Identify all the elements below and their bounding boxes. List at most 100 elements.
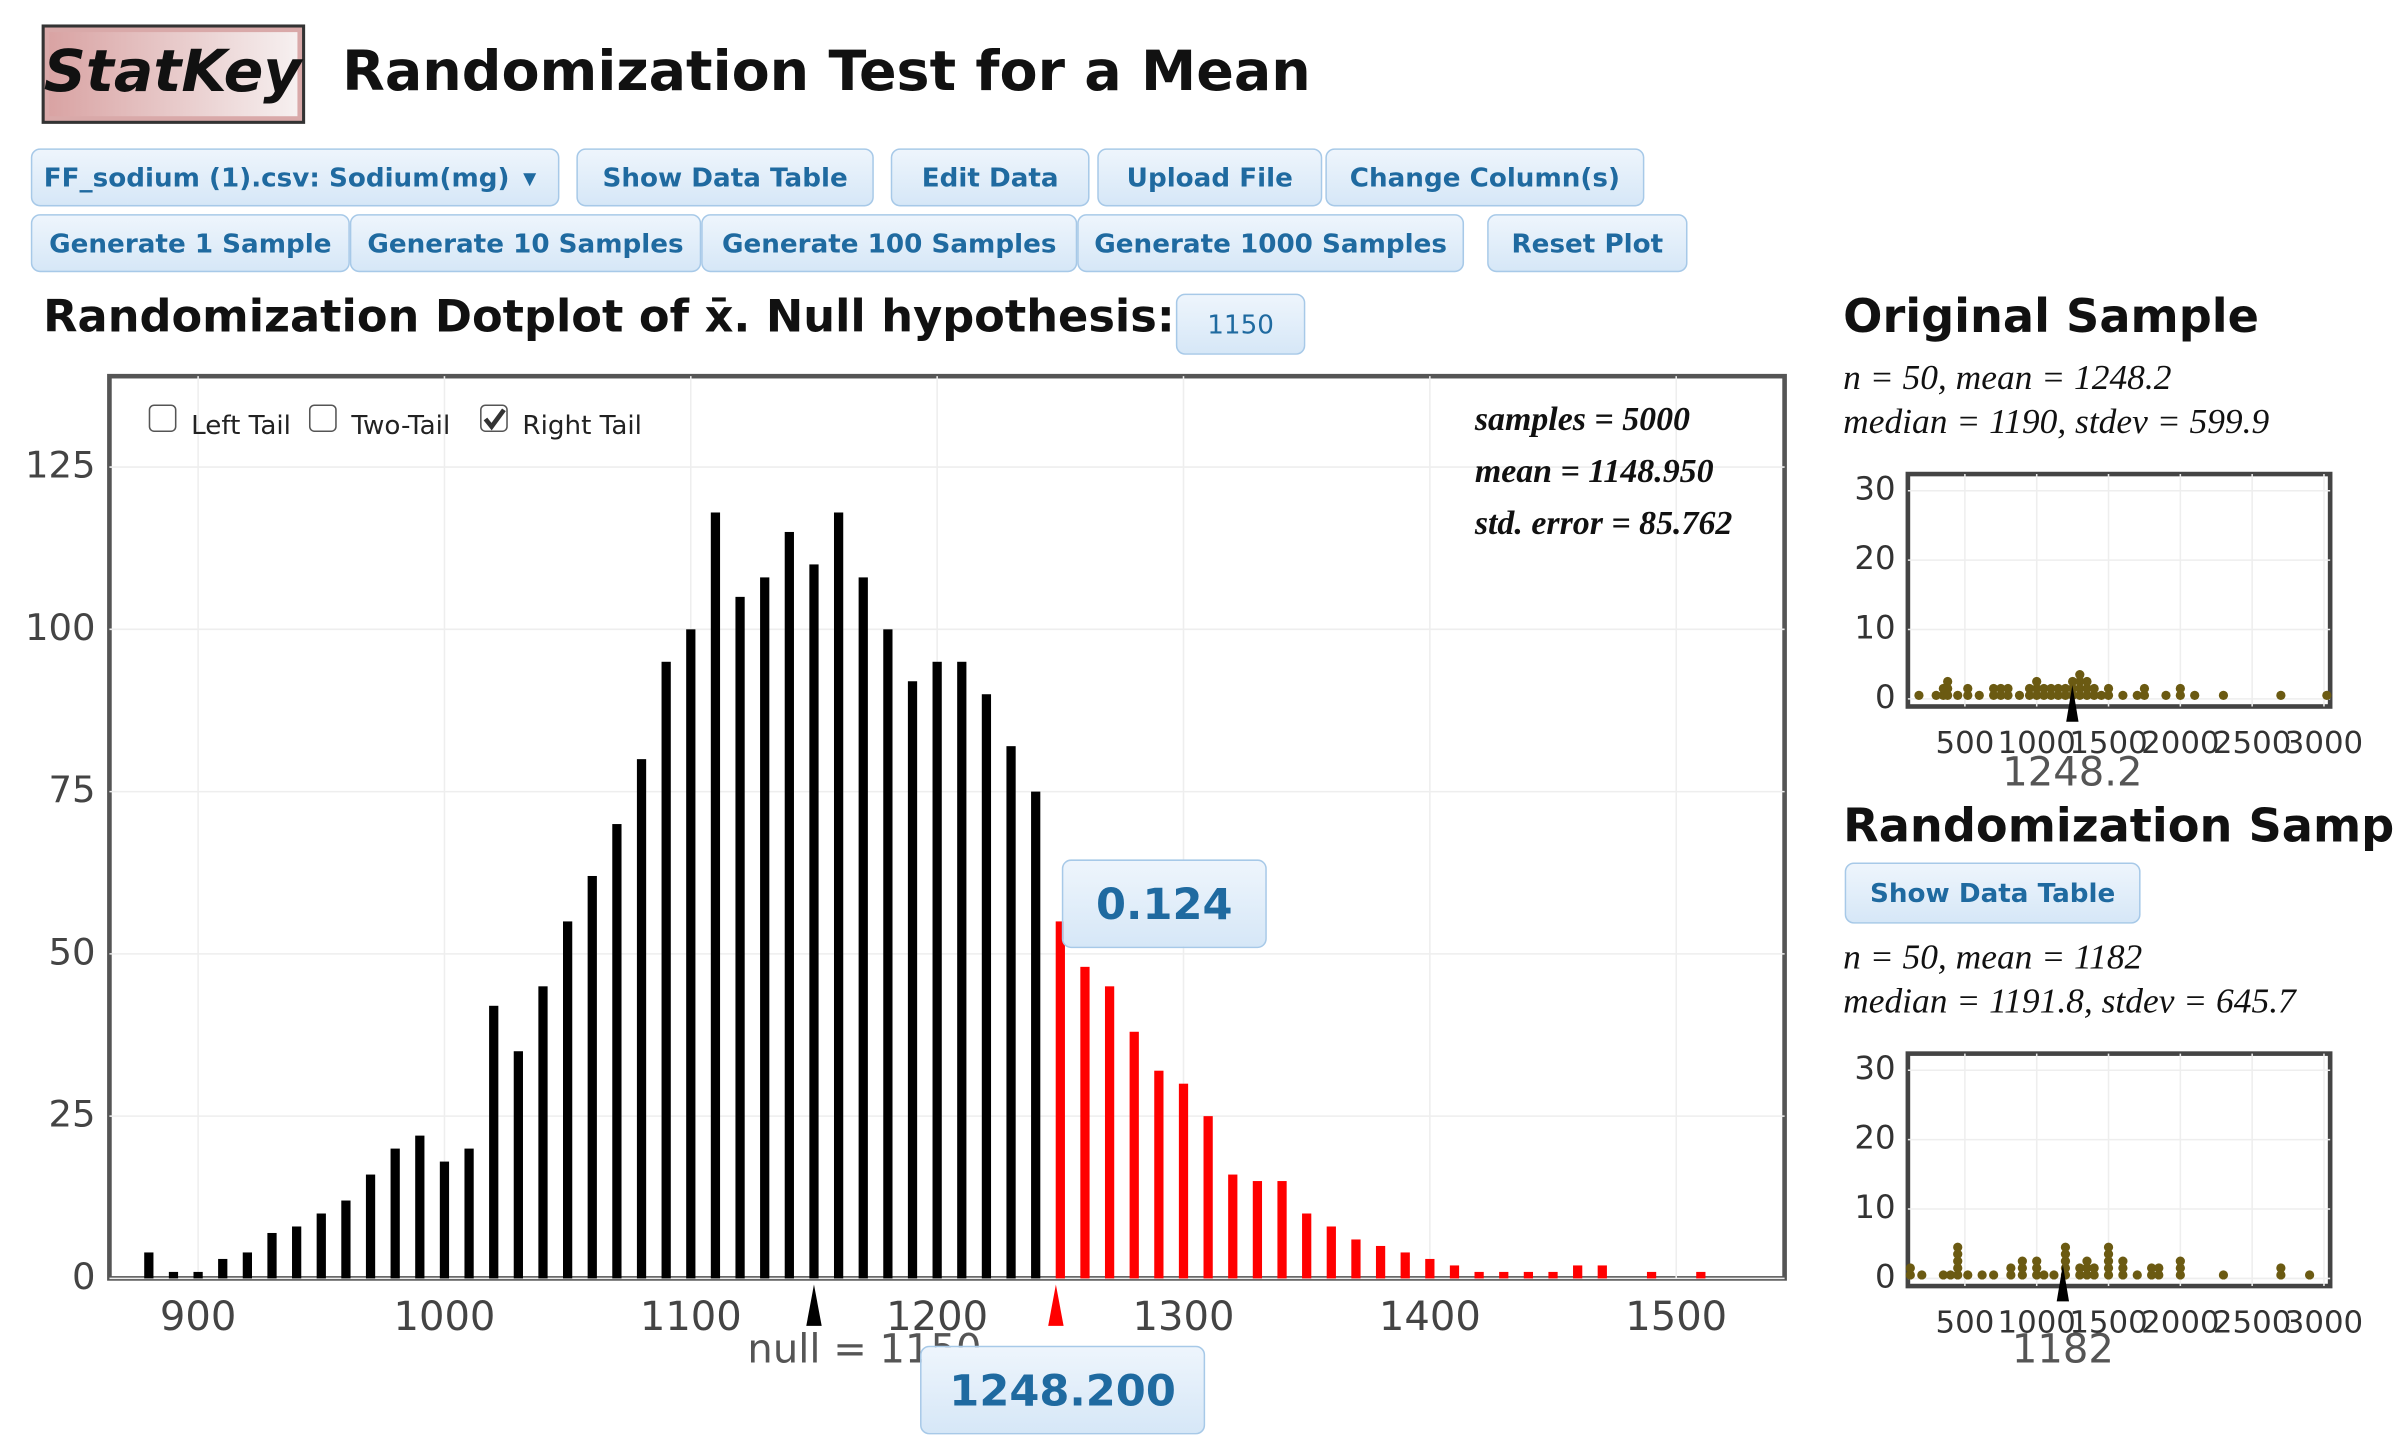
null-value-input[interactable]: 1150 [1175,293,1306,355]
dot [2053,690,2063,700]
dot-column [1351,1239,1361,1279]
dot [2060,1242,2071,1252]
x-tick-label: 1500 [1625,1294,1727,1340]
dot-column [2039,683,2049,700]
dot-column [1523,1271,1534,1279]
dot [2046,690,2056,700]
dot-column [2014,690,2025,700]
summary-stat: samples = 5000 [1474,401,1690,438]
dot-column [735,596,745,1279]
dot-column [2039,1270,2049,1280]
dot-column [1989,683,1999,700]
dot-column [1953,1242,1963,1280]
dot [2075,690,2085,700]
dot [2082,1270,2092,1280]
sample-button[interactable]: Generate 1000 Samples [1077,214,1465,273]
x-tick-label: 1100 [640,1294,742,1340]
dot-column [267,1232,277,1279]
dot-column [2032,1256,2042,1280]
toolbar-button[interactable]: Change Column(s) [1325,148,1645,207]
dot-column [2046,683,2056,700]
dot-column [686,629,696,1279]
dot-column [341,1200,351,1279]
logo: StatKey [44,37,305,105]
dot-column [957,661,967,1279]
dot-column [193,1271,203,1279]
dot [2103,1256,2114,1266]
dot [1953,1270,1963,1280]
dot [2154,1263,2164,1273]
dot-column [2103,683,2114,700]
dot [2017,1256,2027,1266]
dot-column [464,1148,474,1279]
sample-button[interactable]: Generate 100 Samples [701,214,1078,273]
show-data-table-button[interactable]: Show Data Table [1844,862,2141,924]
dot [1977,1270,1987,1280]
x-tick-label: 900 [160,1294,236,1340]
dot [1905,1270,1915,1280]
dot-column [1914,690,1924,700]
x-tick-label: 2500 [2213,726,2291,761]
dot-column [2175,1256,2185,1280]
dot [2060,683,2071,694]
dot [1938,1270,1948,1280]
dot [2039,1270,2049,1280]
dot-column [1917,1270,1927,1280]
x-tick-label: 1500 [2069,726,2147,761]
toolbar-button[interactable]: Show Data Table [576,148,874,207]
panel-title: Randomization Sample [1843,798,2398,852]
dot [2304,1270,2315,1280]
sample-stat: n = 50, mean = 1248.2 [1843,358,2171,397]
dot-column [1905,1263,1915,1280]
toolbar-button[interactable]: Edit Data [890,148,1090,207]
sample-button[interactable]: Reset Plot [1487,214,1688,273]
dot-column [1104,986,1115,1279]
dot [2096,690,2106,700]
dot [2082,1263,2092,1273]
dot [1989,683,1999,694]
dot [2276,1270,2286,1280]
dot [2060,1256,2071,1266]
dot [2103,1263,2114,1273]
dot-column [2132,1270,2142,1280]
dot [2046,683,2056,694]
dot [2089,690,2099,700]
dot [2006,1263,2016,1273]
dot-column [2024,683,2035,700]
dot [2218,690,2229,700]
dot [2017,1263,2027,1273]
tail-checkbox [148,404,177,432]
dot-column [168,1271,179,1279]
dot [2082,683,2092,694]
dot-column [1375,1245,1386,1279]
dot-column [1006,746,1016,1279]
dot [2032,1256,2042,1266]
toolbar-button[interactable]: FF_sodium (1).csv: Sodium(mg) ▾ [30,148,560,207]
tail-label: Left Tail [191,411,291,441]
dot [1953,690,1963,700]
summary-stat: std. error = 85.762 [1474,505,1733,542]
dot [1963,683,1973,694]
toolbar-button[interactable]: Upload File [1097,148,1323,207]
mini-frame [1905,1051,2333,1289]
y-tick-label: 20 [1854,539,1895,577]
dot [2103,1270,2114,1280]
x-tick-label: 3000 [2285,726,2363,761]
dot [2075,683,2085,694]
dot [2139,683,2150,694]
y-tick-label: 10 [1854,609,1895,647]
dot [2276,690,2286,700]
sample-button[interactable]: Generate 1 Sample [30,214,350,273]
dot-column [2146,1263,2157,1280]
dot-column [2322,690,2332,700]
sample-button[interactable]: Generate 10 Samples [349,214,702,273]
dot-column [932,661,942,1279]
dot [2089,1270,2099,1280]
dot-column [1646,1271,1657,1279]
dot-column [636,759,647,1279]
dot-column [2139,683,2150,700]
dot-column [1696,1271,1706,1279]
mean-label: 1248.2 [2002,750,2142,796]
dot [1917,1270,1927,1280]
